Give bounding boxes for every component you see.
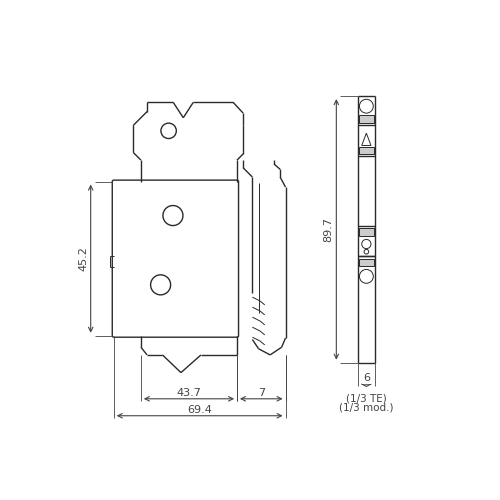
Polygon shape <box>362 133 371 145</box>
Bar <box>358 228 374 235</box>
Text: (1/3 mod.): (1/3 mod.) <box>339 402 394 412</box>
Text: 69.4: 69.4 <box>187 404 212 414</box>
Bar <box>358 258 374 266</box>
Text: 89.7: 89.7 <box>324 217 334 242</box>
FancyBboxPatch shape <box>112 180 238 337</box>
Text: (1/3 TE): (1/3 TE) <box>346 393 387 403</box>
Bar <box>358 147 374 154</box>
Text: 45.2: 45.2 <box>78 246 88 271</box>
Text: 7: 7 <box>258 388 265 398</box>
Text: 43.7: 43.7 <box>176 388 202 398</box>
Bar <box>358 114 374 123</box>
Text: 6: 6 <box>363 373 370 383</box>
